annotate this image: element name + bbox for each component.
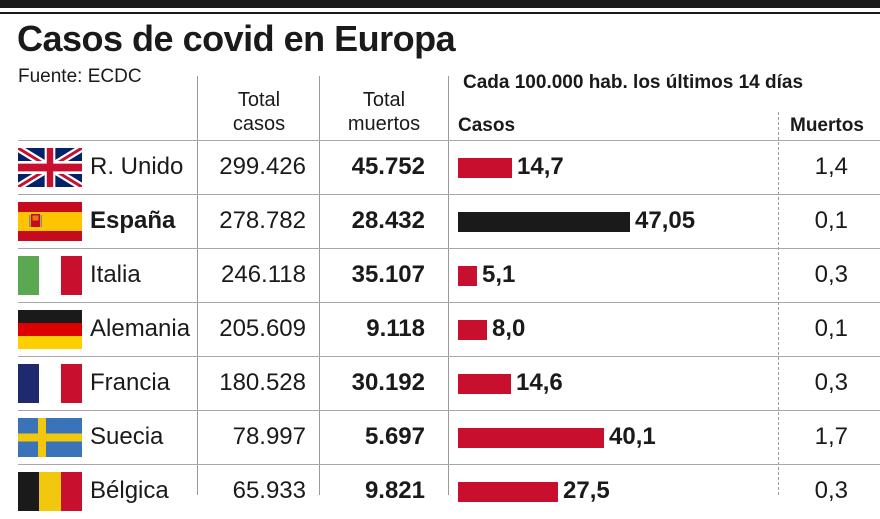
total-cases-cell: 180.528 [219,369,306,396]
header-total-casos-line2: casos [232,113,286,135]
total-cases-cell: 246.118 [221,261,306,288]
cases-100k-bar [458,482,558,502]
top-thin-rule [0,12,880,14]
germany-flag-icon [18,310,82,349]
total-deaths-cell: 5.697 [364,423,425,450]
country-name: R. Unido [90,153,184,180]
total-deaths-cell: 28.432 [351,207,425,234]
cases-100k-bar [458,374,511,394]
cases-100k-bar [458,428,604,448]
country-name: Alemania [90,315,191,342]
cases-100k-label: 27,5 [563,477,610,504]
row-separator [18,464,880,465]
total-deaths-cell: 9.821 [364,477,425,504]
italy-flag-icon [18,256,82,295]
cases-100k-bar [458,320,487,340]
row-separator [18,194,880,195]
header-total-casos: Total casos [200,88,318,136]
cases-100k-label: 14,6 [516,369,563,396]
cases-100k-label: 40,1 [609,423,656,450]
total-deaths-cell: 30.192 [351,369,425,396]
total-deaths-cell: 9.118 [366,315,425,342]
cases-100k-label: 47,05 [635,207,696,234]
total-cases-cell: 278.782 [219,207,306,234]
total-cases-cell: 205.609 [219,315,306,342]
chart-title: Casos de covid en Europa [17,18,456,59]
cases-100k-label: 8,0 [492,315,526,342]
deaths-100k-cell: 1,7 [814,423,848,450]
table-row: Alemania 205.609 9.118 8,0 0,1 [0,303,880,357]
deaths-100k-cell: 0,3 [814,477,848,504]
row-separator [18,356,880,357]
row-separator [18,302,880,303]
header-casos: Casos [458,115,516,136]
deaths-100k-cell: 0,1 [814,207,848,234]
country-name: Italia [90,261,141,288]
total-deaths-cell: 35.107 [351,261,425,288]
uk-flag-icon [18,148,82,187]
country-name: Suecia [90,423,164,450]
country-name: España [90,207,176,234]
deaths-100k-cell: 0,1 [814,315,848,342]
header-total-muertos-line2: muertos [347,113,421,135]
column-divider-3 [448,76,449,495]
deaths-100k-cell: 0,3 [814,369,848,396]
table-row: Bélgica 65.933 9.821 27,5 0,3 [0,465,880,519]
cases-100k-bar [458,212,630,232]
header-muertos: Muertos [790,115,864,136]
table-row: España 278.782 28.432 47,05 0,1 [0,195,880,249]
cases-100k-bar [458,266,477,286]
total-deaths-cell: 45.752 [351,153,425,180]
header-total-casos-line1: Total [237,89,281,111]
header-per100k: Cada 100.000 hab. los últimos 14 días [463,72,804,93]
total-cases-cell: 299.426 [219,153,306,180]
country-name: Francia [90,369,171,396]
deaths-100k-cell: 0,3 [814,261,848,288]
table-row: Italia 246.118 35.107 5,1 0,3 [0,249,880,303]
cases-100k-bar [458,158,512,178]
row-separator [18,410,880,411]
table-row: R. Unido 299.426 45.752 14,7 1,4 [0,141,880,195]
row-separator [18,140,880,141]
source-note: Fuente: ECDC [18,66,142,87]
table-row: Suecia 78.997 5.697 40,1 1,7 [0,411,880,465]
header-total-muertos-line1: Total [362,89,406,111]
belgium-flag-icon [18,472,82,511]
column-divider-dashed [778,112,779,495]
spain-flag-icon [18,202,82,241]
france-flag-icon [18,364,82,403]
deaths-100k-cell: 1,4 [814,153,848,180]
total-cases-cell: 78.997 [232,423,306,450]
cases-100k-label: 14,7 [517,153,564,180]
header-total-muertos: Total muertos [320,88,448,136]
top-rule [0,0,880,8]
cases-100k-label: 5,1 [482,261,516,288]
table-row: Francia 180.528 30.192 14,6 0,3 [0,357,880,411]
column-divider-1 [197,76,198,495]
row-separator [18,248,880,249]
total-cases-cell: 65.933 [232,477,306,504]
column-divider-2 [319,76,320,495]
country-name: Bélgica [90,477,169,504]
sweden-flag-icon [18,418,82,457]
